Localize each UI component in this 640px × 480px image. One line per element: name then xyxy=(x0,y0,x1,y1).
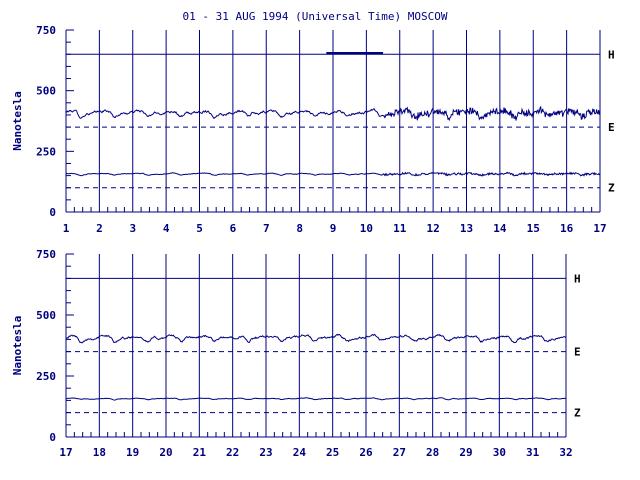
x-tick-label: 27 xyxy=(393,446,406,459)
x-tick-label: 1 xyxy=(63,222,70,235)
y-tick-label: 250 xyxy=(36,370,56,383)
x-tick-label: 31 xyxy=(526,446,540,459)
y-tick-label: 750 xyxy=(36,248,56,261)
x-tick-label: 11 xyxy=(393,222,407,235)
x-tick-label: 3 xyxy=(129,222,136,235)
series-label-e: E xyxy=(608,121,615,134)
y-tick-label: 0 xyxy=(49,206,56,219)
x-tick-label: 23 xyxy=(259,446,272,459)
x-tick-label: 17 xyxy=(593,222,606,235)
chart-panel-bottom: 17 18 19 20 21 22 23 24 25 26 27 28 29 30 31 32 0 250 500 7… xyxy=(11,248,581,459)
x-tick-label: 24 xyxy=(293,446,307,459)
x-tick-label: 8 xyxy=(296,222,303,235)
x-tick-label: 32 xyxy=(559,446,572,459)
x-tick-label: 26 xyxy=(359,446,373,459)
x-tick-label: 10 xyxy=(360,222,373,235)
x-tick-label: 28 xyxy=(426,446,439,459)
x-tick-label: 29 xyxy=(459,446,472,459)
y-tick-label: 0 xyxy=(49,431,56,444)
x-tick-label: 4 xyxy=(163,222,170,235)
trace-z xyxy=(65,171,601,177)
chart-title: 01 - 31 AUG 1994 (Universal Time) MOSCOW xyxy=(183,10,448,23)
y-tick-label: 500 xyxy=(36,85,56,98)
series-label-e: E xyxy=(574,346,581,359)
x-tick-label: 30 xyxy=(493,446,506,459)
x-tick-label: 18 xyxy=(93,446,106,459)
x-tick-label: 20 xyxy=(159,446,172,459)
y-axis-label: Nanotesla xyxy=(11,316,24,376)
x-tick-label: 12 xyxy=(427,222,440,235)
y-axis-label: Nanotesla xyxy=(11,91,24,151)
x-tick-label: 22 xyxy=(226,446,239,459)
trace-e xyxy=(65,333,567,344)
x-tick-label: 15 xyxy=(527,222,540,235)
x-tick-label: 21 xyxy=(193,446,207,459)
x-tick-label: 16 xyxy=(560,222,574,235)
series-label-h: H xyxy=(608,48,615,61)
x-tick-label: 25 xyxy=(326,446,339,459)
x-tick-label: 2 xyxy=(96,222,103,235)
x-tick-label: 14 xyxy=(493,222,507,235)
y-tick-label: 750 xyxy=(36,24,56,37)
chart-panel-top: 1 2 3 4 5 6 7 8 9 10 11 12 13 14 15 16 170250500750Nanot… xyxy=(11,24,615,235)
series-label-z: Z xyxy=(574,407,581,420)
x-tick-label: 17 xyxy=(59,446,72,459)
y-tick-label: 250 xyxy=(36,145,56,158)
x-tick-label: 9 xyxy=(330,222,337,235)
x-tick-label: 6 xyxy=(230,222,237,235)
trace-z xyxy=(66,397,567,401)
series-label-h: H xyxy=(574,272,581,285)
series-label-z: Z xyxy=(608,182,615,195)
x-tick-label: 7 xyxy=(263,222,270,235)
x-tick-label: 13 xyxy=(460,222,473,235)
y-tick-label: 500 xyxy=(36,309,56,322)
x-tick-label: 19 xyxy=(126,446,139,459)
x-tick-label: 5 xyxy=(196,222,203,235)
trace-e xyxy=(65,105,601,122)
